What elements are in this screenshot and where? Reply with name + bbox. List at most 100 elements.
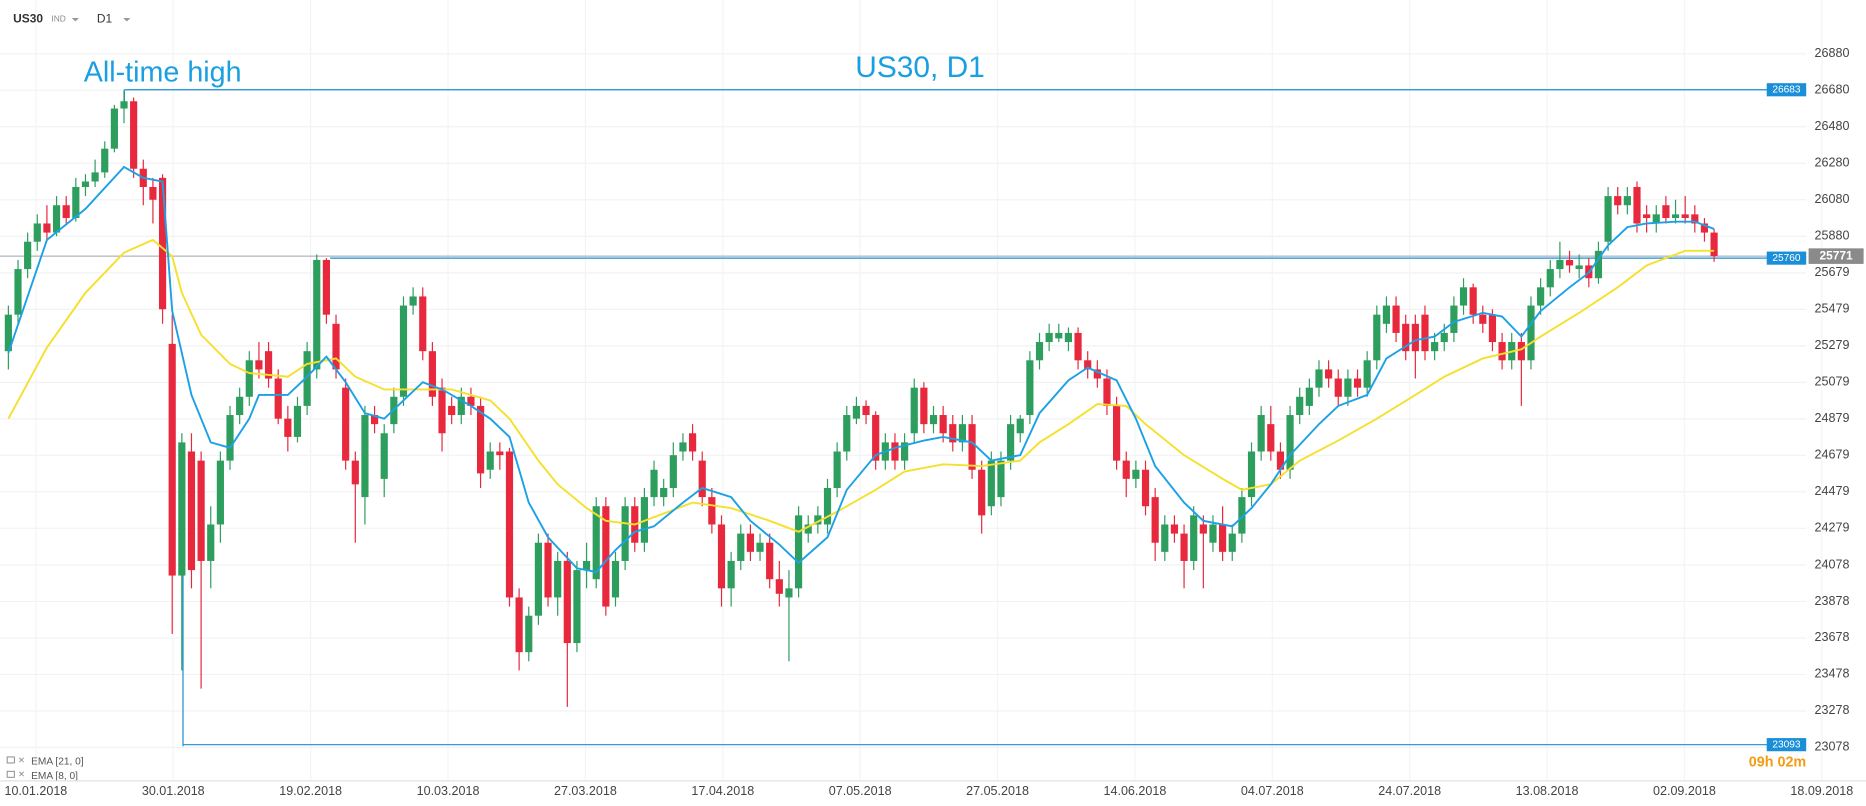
- y-tick-label: 26480: [1815, 119, 1850, 133]
- candle-body: [1151, 497, 1159, 543]
- x-tick-label: 04.07.2018: [1241, 784, 1304, 798]
- candle-body: [1604, 196, 1612, 242]
- candle-body: [997, 460, 1005, 498]
- candle-body: [24, 241, 32, 270]
- candle-body: [438, 387, 446, 434]
- candle-body: [1141, 469, 1150, 507]
- candle-body: [1633, 186, 1641, 224]
- candle-body: [81, 181, 90, 187]
- candle-body: [1392, 305, 1400, 333]
- candle-body: [1199, 524, 1207, 534]
- candle-body: [1190, 515, 1198, 561]
- y-tick-label: 24279: [1815, 521, 1850, 535]
- candle-body: [1700, 223, 1709, 233]
- candle-body: [775, 579, 783, 594]
- legend-icon[interactable]: [6, 756, 15, 764]
- x-tick-label: 14.06.2018: [1104, 784, 1167, 798]
- candle-body: [737, 533, 745, 561]
- candle-body: [1662, 205, 1670, 218]
- candle-body: [698, 460, 706, 498]
- candle-body: [766, 542, 774, 580]
- candle-body: [1228, 533, 1236, 552]
- y-tick-label: 24078: [1815, 557, 1850, 571]
- candle-body: [1498, 342, 1506, 361]
- candle-body: [1411, 323, 1419, 352]
- candle-body: [1652, 214, 1660, 224]
- candle-body: [1122, 460, 1130, 479]
- candle-body: [332, 323, 340, 370]
- candle-body: [1440, 332, 1448, 343]
- x-tick-label: 18.09.2018: [1790, 784, 1853, 798]
- candle-body: [505, 451, 514, 598]
- grid: [0, 0, 1823, 781]
- candle-body: [207, 524, 215, 561]
- candle-body: [1267, 424, 1275, 452]
- candle-body: [669, 455, 677, 488]
- legend: ✕ EMA [21, 0] ✕ EMA [8, 0]: [6, 755, 84, 782]
- candle-body: [264, 351, 273, 379]
- candle-body: [496, 451, 504, 456]
- candle-body: [1643, 214, 1651, 218]
- candle-body: [197, 460, 205, 561]
- ema-line: [7, 238, 1715, 533]
- x-tick-label: 07.05.2018: [829, 784, 892, 798]
- candle-body: [872, 415, 880, 461]
- candle-body: [756, 542, 764, 552]
- candle-body: [187, 451, 196, 571]
- candle-body: [293, 405, 302, 437]
- candle-body: [968, 424, 976, 470]
- candle-body: [891, 442, 899, 461]
- candle-body: [467, 396, 475, 406]
- candle-body: [746, 533, 754, 552]
- price-level-label: 23093: [1772, 739, 1801, 750]
- y-tick-label: 24479: [1815, 484, 1850, 498]
- x-tick-label: 10.03.2018: [417, 784, 480, 798]
- legend-close[interactable]: ✕: [18, 755, 25, 765]
- candle-body: [650, 469, 658, 498]
- candle-body: [1614, 196, 1622, 206]
- marks: [0, 89, 1807, 746]
- candle-body: [939, 415, 947, 434]
- candle-body: [457, 396, 465, 416]
- candle-body: [168, 343, 176, 576]
- candle-body: [226, 415, 234, 461]
- last-price-label: 25771: [1819, 248, 1853, 262]
- timeframe[interactable]: D1: [97, 11, 113, 25]
- labels: 26880 26680 26480 26280 26080 25880 25679 25479…: [4, 46, 1864, 798]
- candle-body: [178, 442, 186, 576]
- candle-body: [255, 360, 263, 370]
- candle-body: [563, 560, 571, 644]
- candle-body: [1247, 451, 1256, 498]
- candle-body: [910, 387, 918, 434]
- candle-body: [1594, 250, 1603, 279]
- candle-body: [602, 506, 610, 607]
- candle-body: [1035, 342, 1044, 361]
- candle-body: [303, 351, 311, 406]
- last-price-tag: [1808, 248, 1864, 264]
- y-tick-label: 26880: [1815, 46, 1850, 60]
- candle-body: [1325, 369, 1333, 379]
- x-tick-label: 02.09.2018: [1653, 784, 1716, 798]
- candle-body: [592, 506, 600, 580]
- candle-body: [43, 223, 51, 233]
- candle-body: [1315, 369, 1323, 388]
- candle-body: [130, 101, 138, 169]
- candle-body: [727, 560, 735, 589]
- symbol[interactable]: US30: [13, 11, 43, 25]
- legend-icon[interactable]: [6, 770, 15, 778]
- candle-body: [611, 560, 620, 598]
- candle-body: [717, 524, 726, 589]
- dropdown-arrow[interactable]: [123, 17, 131, 22]
- y-tick-label: 23278: [1815, 703, 1850, 717]
- candle-body: [554, 560, 562, 598]
- dropdown-arrow[interactable]: [71, 17, 79, 22]
- candle-body: [1296, 396, 1304, 416]
- x-tick-label: 24.07.2018: [1378, 784, 1441, 798]
- price-level-tag: [1766, 251, 1807, 265]
- candle-body: [1170, 524, 1179, 534]
- candle-body: [216, 460, 224, 525]
- candle-body: [1402, 323, 1410, 352]
- candle-body: [823, 487, 832, 525]
- x-tick-label: 27.05.2018: [966, 784, 1029, 798]
- legend-close[interactable]: ✕: [18, 769, 25, 779]
